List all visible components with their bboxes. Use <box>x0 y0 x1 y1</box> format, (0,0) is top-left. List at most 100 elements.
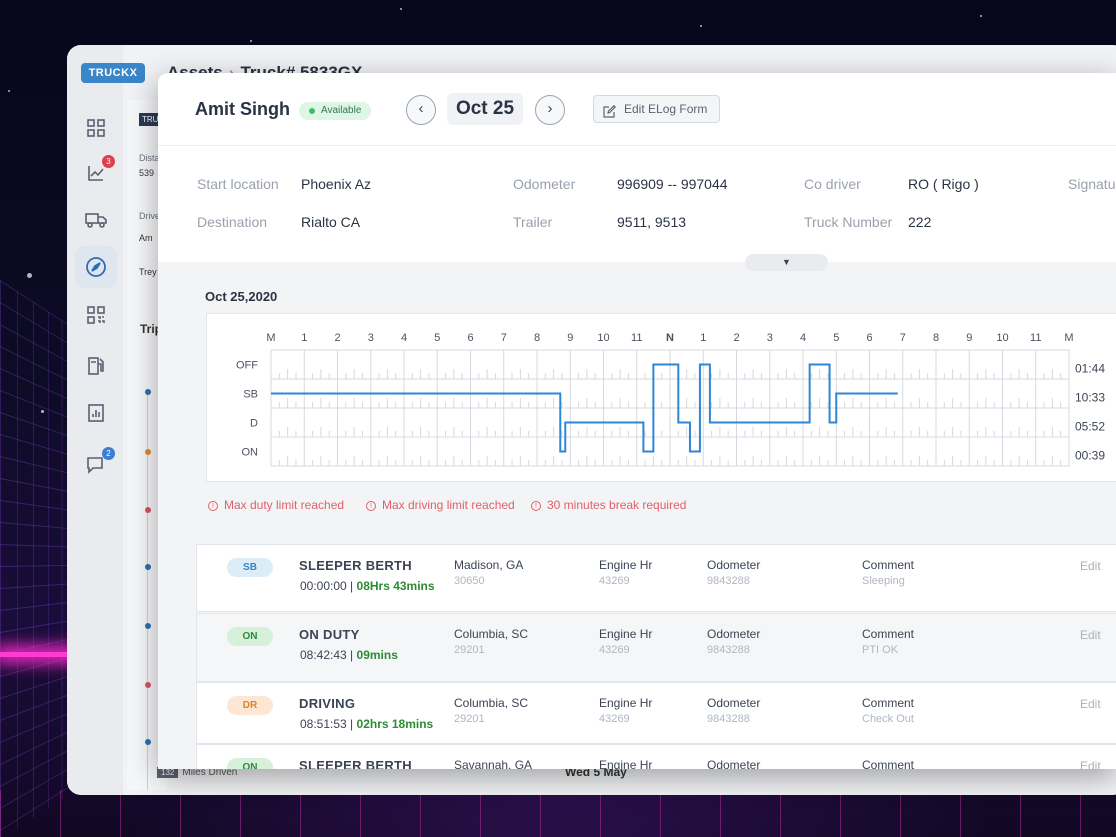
edit-icon <box>603 101 617 127</box>
fuel-icon[interactable] <box>83 353 109 379</box>
status-row-label: ON <box>242 447 259 459</box>
edit-link[interactable]: Edit <box>1080 559 1101 573</box>
edit-link[interactable]: Edit <box>1080 759 1101 769</box>
row-start-time: 00:00:00 <box>300 579 347 593</box>
edit-elog-button[interactable]: Edit ELog Form <box>593 95 721 123</box>
hour-label: 9 <box>567 332 573 344</box>
row-status: SLEEPER BERTH <box>299 558 412 573</box>
odometer-label: Odometer <box>707 558 761 572</box>
comment-value: Check Out <box>862 713 914 725</box>
prev-day-button[interactable]: ‹ <box>406 95 436 125</box>
row-location: Columbia, SC <box>454 696 529 710</box>
star <box>8 90 10 92</box>
hour-label: 11 <box>1030 332 1041 344</box>
bg-text: Drive <box>139 211 161 221</box>
hour-label: 4 <box>401 332 407 344</box>
timeline-dot <box>145 564 151 570</box>
row-start-time: 08:42:43 <box>300 648 347 662</box>
odometer-value: 9843288 <box>707 644 750 656</box>
star <box>980 15 982 17</box>
chart-icon[interactable]: 3 <box>83 155 115 186</box>
row-duration: 09mins <box>356 648 398 662</box>
odometer-label: Odometer <box>707 696 761 710</box>
row-start-time: 08:51:53 <box>300 717 347 731</box>
log-row[interactable]: SB SLEEPER BERTH 00:00:00 | 08Hrs 43mins… <box>196 544 1116 612</box>
bg-tag: TRU <box>139 113 162 126</box>
engine-hr-label: Engine Hr <box>599 558 653 572</box>
warning-text: Max driving limit reached <box>382 498 515 512</box>
row-duration: 08Hrs 43mins <box>356 579 435 593</box>
hour-label: 4 <box>800 332 806 344</box>
log-area: Oct 25,2020 M 1 2 3 4 5 6 7 8 9 10 11 N 1 2 3 4 5 6 7 8 9 10 11… <box>158 262 1116 769</box>
dashboard-icon[interactable] <box>83 115 109 141</box>
log-row[interactable]: ON SLEEPER BERTH Savannah, GA Engine Hr … <box>196 744 1116 769</box>
signature-label: Signatu <box>1068 176 1116 192</box>
hour-label: 1 <box>700 332 706 344</box>
status-pill: SB <box>227 558 273 577</box>
trip-info: Start location Phoenix Az Destination Ri… <box>158 146 1116 262</box>
row-location: Madison, GA <box>454 558 524 572</box>
status-pill: ON <box>227 758 273 769</box>
hour-label: 10 <box>996 332 1008 344</box>
driver-name: Amit Singh <box>195 99 290 119</box>
hour-label: 2 <box>334 332 340 344</box>
edit-link[interactable]: Edit <box>1080 697 1101 711</box>
log-row[interactable]: ON ON DUTY 08:42:43 | 09mins Columbia, S… <box>196 613 1116 682</box>
edit-elog-label: Edit ELog Form <box>624 102 708 116</box>
truck-icon[interactable] <box>83 207 109 233</box>
comment-value: Sleeping <box>862 575 905 587</box>
destination-value: Rialto CA <box>301 214 361 230</box>
hour-label: 1 <box>301 332 307 344</box>
hour-label: 8 <box>534 332 540 344</box>
elog-chart: M 1 2 3 4 5 6 7 8 9 10 11 N 1 2 3 4 5 6 7 8 9 10 11 M OFF 01:44 SB 1… <box>206 313 1116 482</box>
hour-label: 9 <box>966 332 972 344</box>
modal-header: Amit Singh Available ‹ Oct 25 › Edit ELo… <box>158 73 1116 146</box>
warning-max-duty: ! Max duty limit reached <box>208 498 344 512</box>
hour-label: 10 <box>597 332 609 344</box>
neon-glow <box>0 652 90 657</box>
next-day-button[interactable]: › <box>535 95 565 125</box>
odometer-value: 9843288 <box>707 575 750 587</box>
hour-label: 11 <box>631 332 642 344</box>
row-location: Columbia, SC <box>454 627 529 641</box>
comment-label: Comment <box>862 696 915 710</box>
destination-label: Destination <box>197 214 268 230</box>
warning-text: 30 minutes break required <box>547 498 687 512</box>
engine-hr-value: 43269 <box>599 644 630 656</box>
star <box>400 8 402 10</box>
hour-label: N <box>666 332 674 344</box>
row-total-label: 01:44 <box>1075 362 1105 376</box>
row-time: 08:42:43 | 09mins <box>300 648 398 662</box>
sidebar: TRUCKX 3 2 <box>67 45 145 795</box>
edit-link[interactable]: Edit <box>1080 628 1101 642</box>
hour-label: M <box>266 332 275 344</box>
start-location-label: Start location <box>197 176 279 192</box>
chart-badge: 3 <box>102 155 115 168</box>
engine-hr-label: Engine Hr <box>599 696 653 710</box>
elog-modal: Amit Singh Available ‹ Oct 25 › Edit ELo… <box>158 73 1116 769</box>
navigation-icon[interactable] <box>75 246 117 288</box>
status-badge: Available <box>299 102 372 120</box>
alert-icon: ! <box>366 501 376 511</box>
hour-label: 5 <box>434 332 440 344</box>
report-icon[interactable] <box>83 400 109 426</box>
messages-icon[interactable]: 2 <box>83 447 115 478</box>
row-total-label: 00:39 <box>1075 449 1105 463</box>
comment-label: Comment <box>862 558 915 572</box>
log-row[interactable]: DR DRIVING 08:51:53 | 02hrs 18mins Colum… <box>196 682 1116 744</box>
miles-label: Miles Driven <box>182 767 238 778</box>
timeline-dot <box>145 507 151 513</box>
odometer-label: Odometer <box>707 758 761 769</box>
trip-timeline <box>147 390 148 790</box>
log-date-title: Oct 25,2020 <box>205 289 278 304</box>
qr-code-icon[interactable] <box>83 302 109 328</box>
collapse-toggle-button[interactable]: ▼ <box>745 254 828 271</box>
truckx-logo: TRUCKX <box>81 63 145 83</box>
status-row-label: OFF <box>236 360 258 372</box>
row-status: DRIVING <box>299 696 356 711</box>
co-driver-value: RO ( Rigo ) <box>908 176 979 192</box>
log-date-display: Oct 25 <box>447 93 523 125</box>
duty-status-line <box>271 363 898 453</box>
trailer-value: 9511, 9513 <box>617 214 687 230</box>
hour-label: 3 <box>767 332 773 344</box>
